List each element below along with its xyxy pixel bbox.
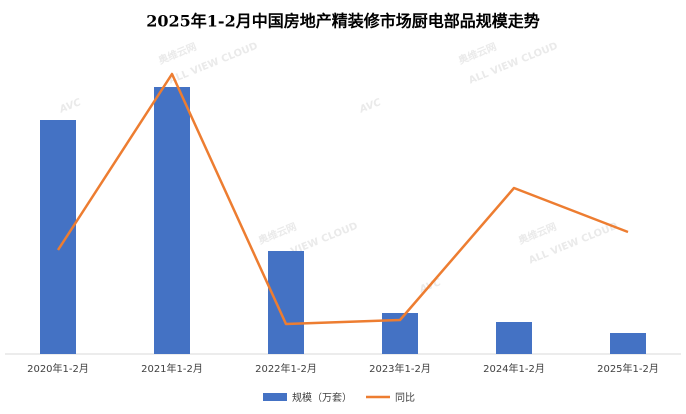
x-tick-label: 2020年1-2月 [27, 362, 89, 375]
watermark: 奥维云网 [516, 220, 558, 247]
x-tick-label: 2021年1-2月 [141, 362, 203, 375]
watermark: 奥维云网 [456, 40, 498, 67]
chart-title: 2025年1-2月中国房地产精装修市场厨电部品规模走势 [146, 12, 539, 31]
legend-swatch [263, 393, 287, 401]
watermark: AVC [57, 97, 83, 116]
x-tick-label: 2023年1-2月 [369, 362, 431, 375]
x-tick-label: 2022年1-2月 [255, 362, 317, 375]
x-tick-label: 2024年1-2月 [483, 362, 545, 375]
bar [154, 87, 190, 354]
line [56, 72, 629, 326]
legend-label: 规模（万套） [292, 391, 352, 404]
legend-label: 同比 [395, 392, 415, 404]
watermark: 奥维云网 [156, 40, 198, 67]
bar [40, 120, 76, 354]
watermark: 奥维云网 [256, 220, 298, 247]
bar [268, 251, 304, 354]
bar [610, 333, 646, 354]
x-tick-label: 2025年1-2月 [597, 362, 659, 375]
bar [496, 322, 532, 354]
watermark: AVC [357, 97, 383, 116]
